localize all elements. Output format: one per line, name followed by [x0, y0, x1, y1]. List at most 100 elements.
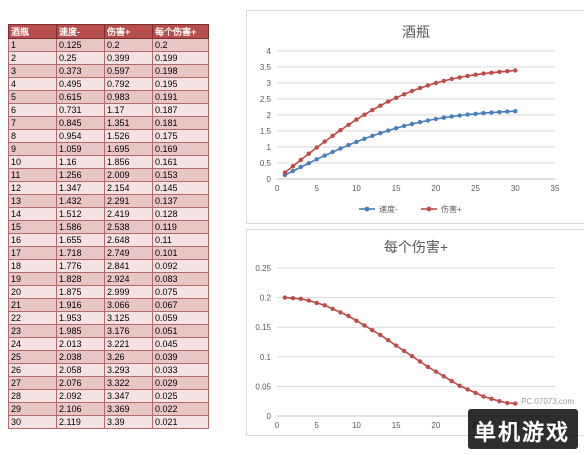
- table-cell: 0.615: [56, 90, 105, 104]
- data-point: [330, 133, 335, 138]
- table-cell: 0.083: [152, 272, 209, 286]
- table-cell: 23: [8, 324, 57, 338]
- y-tick-label: 0.2: [260, 294, 272, 303]
- y-tick-label: 0.5: [260, 159, 272, 168]
- table-cell: 1.432: [56, 194, 105, 208]
- x-tick-label: 5: [314, 184, 319, 193]
- table-cell: 0.187: [152, 103, 209, 117]
- table-cell: 0.033: [152, 363, 209, 377]
- y-tick-label: 2: [267, 111, 272, 120]
- table-cell: 14: [8, 207, 57, 221]
- data-point: [409, 88, 415, 94]
- data-point: [386, 128, 391, 133]
- data-point: [393, 343, 399, 348]
- table-cell: 0.128: [152, 207, 209, 221]
- table-cell: 2.419: [104, 207, 153, 221]
- data-point: [306, 298, 311, 303]
- data-point: [314, 157, 319, 162]
- table-cell: 1.828: [56, 272, 105, 286]
- table-cell: 2.038: [56, 350, 105, 364]
- x-tick-label: 20: [431, 184, 440, 193]
- data-point: [409, 354, 415, 359]
- data-point: [505, 69, 510, 74]
- y-tick-label: 0: [267, 175, 272, 184]
- table-cell: 3.347: [104, 389, 153, 403]
- table-row: 26 2.058 3.293 0.033: [8, 363, 209, 377]
- table-cell: 1.512: [56, 207, 105, 221]
- table-cell: 3.176: [104, 324, 153, 338]
- table-cell: 4: [8, 77, 57, 91]
- data-point: [354, 117, 359, 122]
- table-cell: 0.191: [152, 90, 209, 104]
- x-tick-label: 0: [275, 184, 280, 193]
- y-tick-label: 0.05: [255, 382, 271, 391]
- table-cell: 19: [8, 272, 57, 286]
- data-point: [433, 116, 439, 122]
- table-cell: 0.137: [152, 194, 209, 208]
- table-row: 12 1.347 2.154 0.145: [8, 181, 209, 195]
- table-cell: 0.161: [152, 155, 209, 169]
- data-point: [425, 118, 431, 123]
- table-body: 1 0.125 0.2 0.2 2 0.25 0.399 0.199 3 0.373 0.597 0.…: [8, 38, 209, 429]
- table-cell: 2.119: [56, 415, 105, 429]
- table-header-row: 酒瓶 速度- 伤害+ 每个伤害+: [8, 24, 209, 39]
- table-cell: 0.954: [56, 129, 105, 143]
- table-row: 16 1.655 2.648 0.11: [8, 233, 209, 247]
- table-cell: 0.195: [152, 77, 209, 91]
- table-row: 6 0.731 1.17 0.187: [8, 103, 209, 117]
- chart-title: 酒瓶: [402, 24, 430, 40]
- data-point: [306, 151, 311, 156]
- table-cell: 15: [8, 220, 57, 234]
- chart-1: 酒瓶 0 0.5 1 1.5 2 2.5 3 3.5 4 0 5 10 15 20 25 30 35 速度- 伤害+: [260, 24, 560, 214]
- table-cell: 1.953: [56, 311, 105, 325]
- table-cell: 2.058: [56, 363, 105, 377]
- watermark-background: [468, 409, 578, 449]
- table-cell: 0.2: [152, 38, 209, 52]
- table-cell: 3.322: [104, 376, 153, 390]
- table-cell: 0.101: [152, 246, 209, 260]
- watermark: PC.07073.com 单机游戏: [468, 397, 578, 449]
- table-cell: 0.039: [152, 350, 209, 364]
- data-point: [505, 109, 510, 114]
- data-point: [481, 71, 486, 76]
- table-row: 14 1.512 2.419 0.128: [8, 207, 209, 221]
- table-cell: 2.106: [56, 402, 105, 416]
- table-cell: 9: [8, 142, 57, 156]
- table-row: 3 0.373 0.597 0.198: [8, 64, 209, 78]
- data-point: [354, 139, 359, 145]
- data-point: [401, 123, 407, 129]
- table-row: 5 0.615 0.983 0.191: [8, 90, 209, 104]
- x-tick-label: 10: [352, 184, 361, 193]
- data-point: [457, 113, 462, 118]
- table-cell: 0.119: [152, 220, 209, 234]
- chart-1-panel: 酒瓶 0 0.5 1 1.5 2 2.5 3 3.5 4 0 5 10 15 20 25 30 35 速度- 伤害+: [246, 10, 584, 224]
- data-table: 酒瓶 速度- 伤害+ 每个伤害+ 1 0.125 0.2 0.2 2 0.25 0.399 0…: [8, 24, 209, 429]
- data-point: [362, 112, 367, 117]
- series-line: [284, 296, 516, 405]
- data-point: [346, 313, 351, 319]
- y-tick-label: 1.5: [260, 127, 272, 136]
- data-point: [290, 296, 296, 301]
- data-point: [481, 394, 486, 399]
- table-cell: 2.009: [104, 168, 153, 182]
- table-cell: 22: [8, 311, 57, 325]
- table-cell: 1.718: [56, 246, 105, 260]
- table-cell: 0.029: [152, 376, 209, 390]
- table-row: 13 1.432 2.291 0.137: [8, 194, 209, 208]
- table-row: 23 1.985 3.176 0.051: [8, 324, 209, 338]
- data-point: [449, 114, 454, 119]
- x-tick-label: 35: [551, 184, 560, 193]
- chart-2-panel: 每个伤害+00.050.10.150.20.2505101520253035: [246, 229, 584, 436]
- data-point: [362, 136, 367, 141]
- table-row: 21 1.916 3.066 0.067: [8, 298, 209, 312]
- data-point: [425, 364, 431, 370]
- data-point: [290, 168, 296, 174]
- data-point: [417, 359, 423, 364]
- data-point: [425, 83, 431, 88]
- header-cell: 速度-: [56, 24, 105, 39]
- data-point: [409, 121, 415, 127]
- table-cell: 2.538: [104, 220, 153, 234]
- data-point: [473, 72, 478, 77]
- table-cell: 0.067: [152, 298, 209, 312]
- table-cell: 30: [8, 415, 57, 429]
